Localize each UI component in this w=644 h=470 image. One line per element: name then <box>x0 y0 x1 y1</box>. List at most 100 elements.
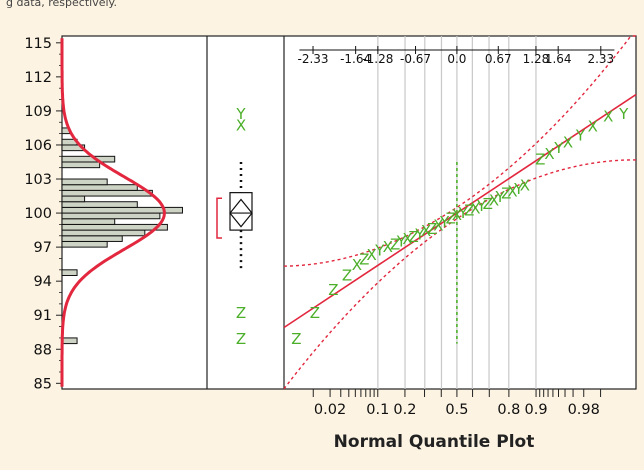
histogram-bar <box>61 212 161 220</box>
histogram-panel <box>60 38 183 387</box>
histogram-bar <box>61 178 108 186</box>
data-point-marker: Z <box>535 151 545 169</box>
y-tick-label: 91 <box>34 308 52 324</box>
top-tick-label: 2.33 <box>587 52 614 66</box>
top-tick-label: 1.64 <box>545 52 572 66</box>
data-point-marker: Z <box>483 195 493 213</box>
histogram-bar <box>61 337 78 345</box>
data-point-marker: Y <box>575 127 586 145</box>
data-point-marker: Y <box>495 188 506 206</box>
data-point-marker: Z <box>390 236 400 254</box>
data-point-marker: Z <box>409 228 419 246</box>
outlier-marker: Z <box>236 330 246 348</box>
histogram-bar <box>61 235 123 242</box>
data-point-marker: X <box>489 191 499 209</box>
data-point-marker: X <box>563 134 573 152</box>
x-axis-label: Normal Quantile Plot <box>334 432 535 452</box>
data-point-marker: Z <box>328 281 338 299</box>
bottom-axis: 0.02 0.1 0.2 0.5 0.8 0.9 0.98 <box>312 389 602 418</box>
data-point-marker: Y <box>458 204 469 222</box>
data-point-marker: Y <box>476 197 487 215</box>
y-tick-label: 109 <box>24 104 52 120</box>
top-tick-label: 1.28 <box>523 52 550 66</box>
histogram-bar <box>61 161 101 169</box>
data-point-marker: Y <box>396 232 407 250</box>
data-point-marker: X <box>352 256 362 274</box>
data-point-marker: Z <box>310 304 320 322</box>
data-point-marker: Y <box>553 139 564 157</box>
data-point-marker: Z <box>427 220 437 238</box>
data-point-marker: Z <box>501 185 511 203</box>
histogram-bar <box>61 218 116 225</box>
data-point-marker: X <box>452 206 462 224</box>
outlier-marker: Y <box>235 105 246 123</box>
data-point-marker: X <box>421 222 431 240</box>
data-point-marker: X <box>588 118 598 136</box>
data-point-marker: X <box>507 182 517 200</box>
bottom-tick-label: 0.1 <box>366 402 389 418</box>
top-tick-label: 0.0 <box>447 52 466 66</box>
y-tick-label: 100 <box>24 206 52 222</box>
y-tick-label: 115 <box>24 36 52 52</box>
histogram-bar <box>61 189 153 197</box>
y-tick-label: 103 <box>24 172 52 188</box>
confidence-band-upper <box>283 35 636 267</box>
bottom-tick-label: 0.5 <box>445 402 468 418</box>
histogram-bar <box>61 229 146 237</box>
top-tick-label: 0.67 <box>485 52 512 66</box>
mean-diamond <box>229 198 253 228</box>
data-point-marker: X <box>433 216 443 234</box>
y-tick-label: 94 <box>34 274 52 290</box>
top-axis: -2.33 -1.64-1.28 -0.67 0.0 0.67 1.281.64 2.33 <box>297 46 615 66</box>
histogram-bar <box>61 269 78 276</box>
data-point-marker: Y <box>513 180 524 198</box>
data-point-marker: X <box>383 238 393 256</box>
top-tick-label: -1.64 <box>340 52 371 66</box>
data-point-marker: Y <box>618 105 629 123</box>
confidence-band-lower <box>283 159 636 390</box>
quartile-box <box>229 192 253 231</box>
data-point-marker: Z <box>342 266 352 284</box>
histogram-bar <box>61 155 116 163</box>
top-tick-label: -2.33 <box>297 52 328 66</box>
outlier-marker: X <box>236 117 246 135</box>
data-point-marker: X <box>603 107 613 125</box>
bottom-tick-label: 0.9 <box>525 402 548 418</box>
histogram-bar <box>61 184 138 191</box>
fit-line <box>283 93 637 329</box>
normal-density-curve <box>60 38 166 387</box>
y-tick-label: 97 <box>34 240 52 256</box>
bottom-tick-label: 0.02 <box>314 402 346 418</box>
top-tick-label: -0.67 <box>400 52 431 66</box>
data-point-marker: X <box>520 177 530 195</box>
y-tick-label: 112 <box>24 70 52 86</box>
data-point-marker: Z <box>359 250 369 268</box>
outlier-marker: Z <box>236 304 246 322</box>
histogram-bar <box>61 240 108 248</box>
data-point-marker: X <box>402 230 412 248</box>
y-axis: 85 88 91 94 97 100 103 106 109 112 115 <box>24 36 62 392</box>
data-point-marker: Z <box>464 202 474 220</box>
y-tick-label: 88 <box>34 342 52 358</box>
data-point-marker: Y <box>439 213 450 231</box>
boxplot-panel: YX ZZ <box>216 105 253 348</box>
data-point-marker: X <box>367 246 377 264</box>
shortest-half-bracket <box>216 197 222 239</box>
histogram-bar <box>61 201 138 208</box>
data-point-marker: X <box>544 145 554 163</box>
data-point-marker: Z <box>291 330 301 348</box>
data-point-marker: Y <box>414 225 425 243</box>
y-tick-label: 85 <box>34 376 52 392</box>
bottom-tick-label: 0.98 <box>568 402 600 418</box>
data-point-marker: X <box>470 199 480 217</box>
bottom-tick-label: 0.8 <box>497 402 520 418</box>
header-fragment: g data, respectively. <box>6 0 117 9</box>
data-point-marker: Y <box>374 241 385 259</box>
histogram-bar <box>61 223 168 231</box>
y-tick-label: 106 <box>24 138 52 154</box>
data-point-marker: Z <box>446 210 456 228</box>
top-tick-label: -1.28 <box>362 52 393 66</box>
